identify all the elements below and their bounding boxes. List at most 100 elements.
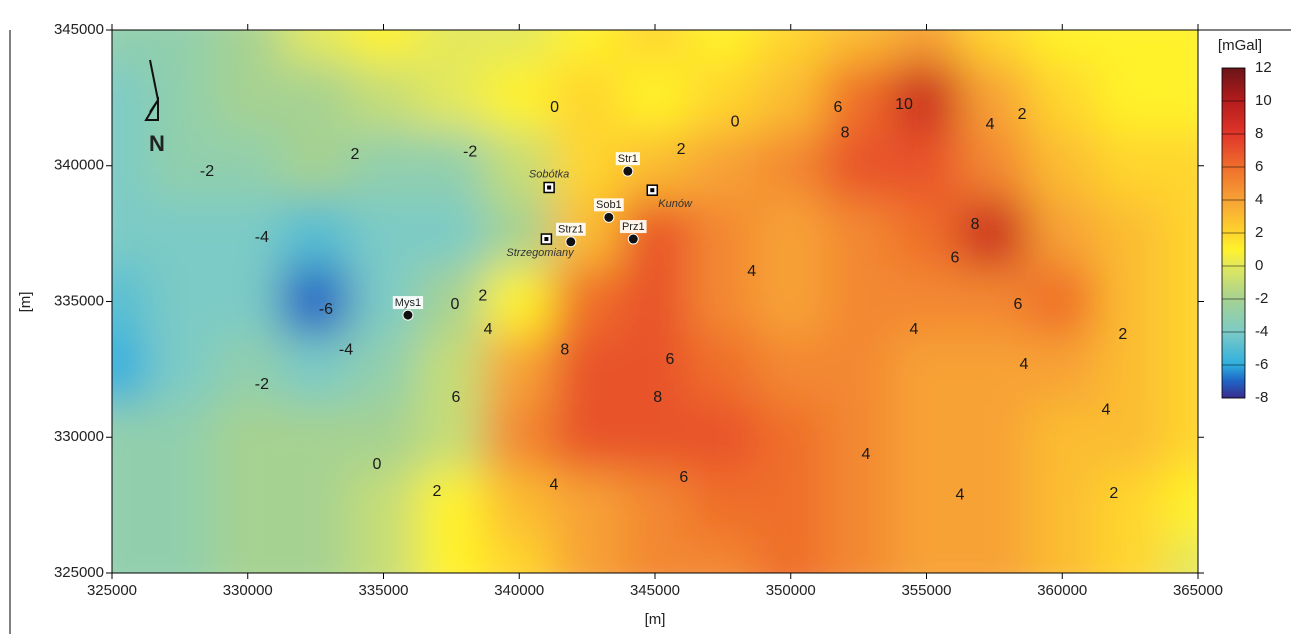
field-cell: [688, 131, 757, 200]
x-tick-label: 325000: [87, 582, 137, 599]
contour-label: -2: [200, 163, 214, 180]
field-cell: [892, 335, 961, 404]
contour-label: 2: [677, 141, 686, 158]
field-cell: [756, 0, 825, 64]
field-cell: [145, 471, 214, 540]
field-cell: [1096, 471, 1165, 540]
colorbar-tick-label: 6: [1255, 158, 1263, 175]
locality-marker-core: [547, 185, 551, 189]
field-cell: [1028, 471, 1097, 540]
contour-label: 8: [560, 341, 569, 358]
field-cell: [688, 199, 757, 268]
field-cell: [349, 131, 418, 200]
field-cell: [349, 63, 418, 132]
y-tick-label: 335000: [54, 292, 104, 309]
x-tick-label: 355000: [901, 582, 951, 599]
contour-label: 2: [351, 146, 360, 163]
field-cell: [892, 0, 961, 64]
field-cell: [1096, 63, 1165, 132]
colorbar-tick-label: 4: [1255, 191, 1263, 208]
well-label: Strz1: [558, 224, 584, 236]
field-cell: [553, 471, 622, 540]
contour-label: 0: [550, 99, 559, 116]
field-cell: [892, 403, 961, 472]
field-cell: [1096, 0, 1165, 64]
well-marker: [623, 166, 633, 176]
field-cell: [756, 403, 825, 472]
field-cell: [688, 335, 757, 404]
field-cell: [824, 63, 893, 132]
field-cell: [213, 0, 282, 64]
field-cell: [824, 0, 893, 64]
field-cell: [145, 267, 214, 336]
x-tick-label: 340000: [494, 582, 544, 599]
field-cell: [417, 0, 486, 64]
field-cell: [960, 131, 1029, 200]
contour-label: 2: [1018, 106, 1027, 123]
contour-label: 4: [747, 263, 756, 280]
contour-label: -2: [255, 376, 269, 393]
contour-label: 2: [1109, 485, 1118, 502]
field-cell: [621, 267, 690, 336]
field-cell: [824, 471, 893, 540]
field-cell: [960, 403, 1029, 472]
field-cell: [688, 63, 757, 132]
field-cell: [485, 131, 554, 200]
field-cell: [553, 63, 622, 132]
field-cell: [281, 199, 350, 268]
contour-label: 4: [986, 116, 995, 133]
contour-label: 6: [834, 99, 843, 116]
field-cell: [349, 0, 418, 64]
field-cell: [1096, 335, 1165, 404]
x-tick-label: 335000: [358, 582, 408, 599]
field-cell: [824, 335, 893, 404]
field-cell: [1096, 131, 1165, 200]
y-tick-label: 325000: [54, 564, 104, 581]
field-cell: [621, 0, 690, 64]
contour-label: 4: [955, 486, 964, 503]
contour-label: 6: [665, 351, 674, 368]
map: 2-2-2-4-6-4-2002246486860024681042866444…: [0, 0, 1291, 634]
contour-label: 0: [450, 296, 459, 313]
field-cell: [824, 131, 893, 200]
gravity-field: [78, 0, 1233, 607]
field-cell: [1096, 267, 1165, 336]
field-cell: [1096, 199, 1165, 268]
well-label: Prz1: [622, 221, 645, 233]
field-cell: [1028, 267, 1097, 336]
field-cell: [145, 63, 214, 132]
field-cell: [756, 335, 825, 404]
field-cell: [960, 335, 1029, 404]
locality-label: Sobótka: [529, 168, 569, 180]
x-tick-label: 365000: [1173, 582, 1223, 599]
field-cell: [281, 0, 350, 64]
contour-label: 4: [484, 321, 493, 338]
colorbar-tick-label: -6: [1255, 356, 1268, 373]
colorbar-label: [mGal]: [1218, 37, 1262, 54]
field-cell: [1028, 403, 1097, 472]
field-cell: [1028, 63, 1097, 132]
field-cell: [213, 267, 282, 336]
colorbar-tick-label: 8: [1255, 125, 1263, 142]
field-cell: [417, 199, 486, 268]
field-cell: [349, 335, 418, 404]
field-cell: [281, 471, 350, 540]
y-axis-label: [m]: [17, 292, 34, 313]
contour-label: -4: [255, 229, 269, 246]
field-cell: [960, 471, 1029, 540]
x-axis-label: [m]: [645, 611, 666, 628]
field-cell: [485, 0, 554, 64]
field-cell: [417, 403, 486, 472]
field-cell: [417, 131, 486, 200]
contour-label: 6: [951, 249, 960, 266]
contour-label: 6: [1014, 296, 1023, 313]
contour-label: 6: [452, 389, 461, 406]
well-label: Str1: [618, 153, 638, 165]
field-cell: [756, 63, 825, 132]
contour-label: 4: [550, 476, 559, 493]
locality-marker-core: [544, 237, 548, 241]
field-cell: [892, 267, 961, 336]
field-cell: [281, 131, 350, 200]
field-cell: [485, 471, 554, 540]
field-cell: [417, 471, 486, 540]
